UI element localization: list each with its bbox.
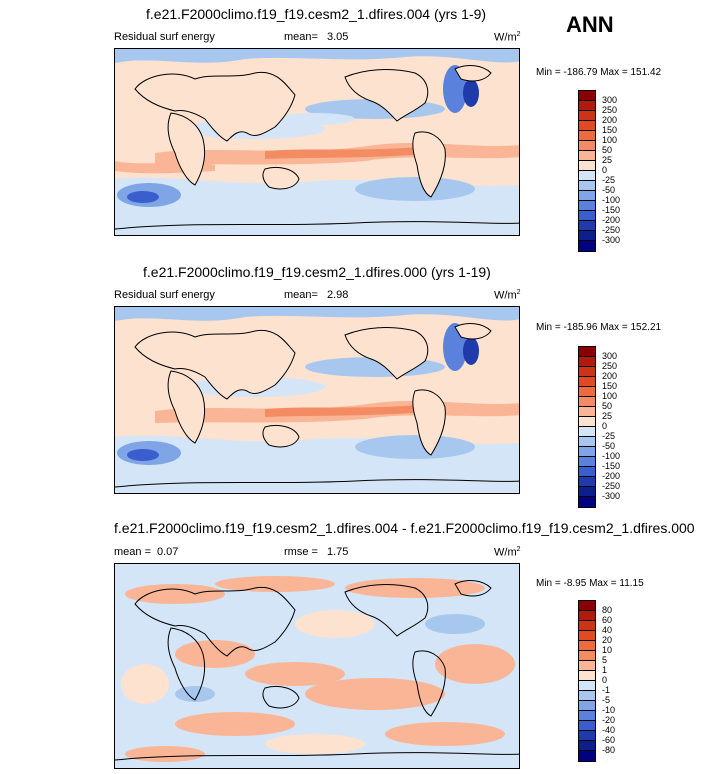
cb-label: -80 xyxy=(602,745,616,755)
cb-label: -60 xyxy=(602,735,616,745)
panel3-colorbar xyxy=(578,600,596,762)
panel1-variable: Residual surf energy xyxy=(114,31,215,43)
panel1-title: f.e21.F2000climo.f19_f19.cesm2_1.dfires.… xyxy=(146,6,487,22)
cb-label: -10 xyxy=(602,705,616,715)
cb-label: 150 xyxy=(602,125,618,135)
season-label: ANN xyxy=(566,12,614,37)
cb-label: -150 xyxy=(602,461,621,471)
cb-label: -200 xyxy=(602,215,621,225)
cb-label: -100 xyxy=(602,451,621,461)
panel3-mean-value: 0.07 xyxy=(157,546,179,558)
cb-label: -300 xyxy=(602,491,621,501)
cb-label: 200 xyxy=(602,115,618,125)
panel3-rmse-label: rmse = xyxy=(284,546,318,558)
cb-label: -100 xyxy=(602,195,621,205)
cb-label: 1 xyxy=(602,665,608,675)
cb-label: 40 xyxy=(602,625,613,635)
cb-label: -150 xyxy=(602,205,621,215)
cb-label: 300 xyxy=(602,95,618,105)
cb-label: -40 xyxy=(602,725,616,735)
cb-label: -250 xyxy=(602,225,621,235)
cb-label: 50 xyxy=(602,401,613,411)
cb-label: 25 xyxy=(602,411,613,421)
panel2-units: W/m2 xyxy=(494,289,521,302)
panel2-variable: Residual surf energy xyxy=(114,289,215,301)
panel3-units: W/m2 xyxy=(494,546,521,559)
cb-label: 5 xyxy=(602,655,608,665)
cb-label: -250 xyxy=(602,481,621,491)
panel1-mean-value: 3.05 xyxy=(327,31,349,43)
cb-label: -5 xyxy=(602,695,611,705)
panel2-minmax: Min = -185.96 Max = 152.21 xyxy=(536,322,662,333)
cb-label: 250 xyxy=(602,105,618,115)
cb-label: 300 xyxy=(602,351,618,361)
cb-label: -50 xyxy=(602,441,616,451)
cb-label: 20 xyxy=(602,635,613,645)
panel2-map xyxy=(114,306,520,494)
cb-label: -25 xyxy=(602,431,616,441)
panel1-map xyxy=(114,48,520,236)
panel1-mean-label: mean= xyxy=(284,31,318,43)
cb-label: -50 xyxy=(602,185,616,195)
panel3-mean-label: mean = xyxy=(114,546,151,558)
panel3-minmax: Min = -8.95 Max = 11.15 xyxy=(536,578,644,589)
cb-label: 100 xyxy=(602,135,618,145)
panel1-colorbar xyxy=(578,90,596,252)
panel2-title: f.e21.F2000climo.f19_f19.cesm2_1.dfires.… xyxy=(143,264,491,280)
panel2-mean-value: 2.98 xyxy=(327,289,349,301)
panel3-rmse-value: 1.75 xyxy=(327,546,349,558)
panel1-minmax: Min = -186.79 Max = 151.42 xyxy=(536,67,662,78)
panel2-colorbar xyxy=(578,346,596,508)
cb-label: 250 xyxy=(602,361,618,371)
cb-label: 50 xyxy=(602,145,613,155)
cb-label: 200 xyxy=(602,371,618,381)
cb-label: 10 xyxy=(602,645,613,655)
cb-label: 0 xyxy=(602,165,608,175)
cb-label: -300 xyxy=(602,235,621,245)
cb-label: -1 xyxy=(602,685,611,695)
cb-label: 0 xyxy=(602,675,608,685)
cb-label: -25 xyxy=(602,175,616,185)
panel2-mean-label: mean= xyxy=(284,289,318,301)
cb-label: 80 xyxy=(602,605,613,615)
cb-label: -200 xyxy=(602,471,621,481)
cb-label: 25 xyxy=(602,155,613,165)
panel3-map xyxy=(114,563,520,769)
panel3-title: f.e21.F2000climo.f19_f19.cesm2_1.dfires.… xyxy=(114,520,695,536)
cb-label: 60 xyxy=(602,615,613,625)
cb-label: 150 xyxy=(602,381,618,391)
cb-label: 0 xyxy=(602,421,608,431)
panel1-units: W/m2 xyxy=(494,31,521,44)
cb-label: -20 xyxy=(602,715,616,725)
cb-label: 100 xyxy=(602,391,618,401)
